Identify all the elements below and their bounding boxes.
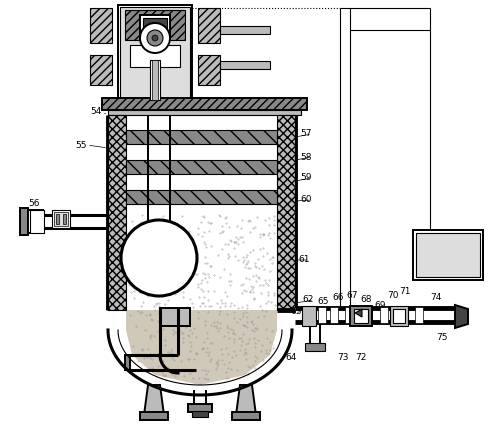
Bar — [305, 307, 313, 323]
Bar — [150, 60, 160, 100]
Circle shape — [140, 23, 170, 53]
Text: 65: 65 — [317, 298, 328, 306]
Text: 54: 54 — [90, 108, 101, 117]
Bar — [413, 230, 483, 280]
Bar — [56, 214, 59, 224]
Bar — [192, 411, 208, 417]
Bar — [393, 309, 405, 323]
Bar — [143, 18, 167, 36]
Bar — [350, 306, 372, 326]
Polygon shape — [455, 305, 468, 328]
Bar — [390, 306, 408, 326]
Bar — [302, 306, 316, 326]
Text: 63: 63 — [290, 306, 301, 315]
Bar — [220, 26, 270, 34]
Bar — [118, 5, 192, 100]
Bar — [52, 210, 70, 228]
Polygon shape — [126, 210, 277, 385]
Text: 61: 61 — [298, 255, 309, 264]
Bar — [415, 307, 423, 323]
Bar — [125, 10, 185, 40]
Bar — [54, 212, 68, 226]
Bar — [345, 307, 353, 323]
Bar — [152, 60, 158, 100]
Bar — [188, 404, 212, 412]
Text: 62: 62 — [302, 295, 313, 305]
Bar — [25, 210, 43, 233]
Text: 66: 66 — [332, 293, 343, 302]
Bar — [198, 55, 220, 85]
Text: 57: 57 — [300, 130, 311, 139]
Text: 68: 68 — [360, 295, 371, 305]
Circle shape — [147, 30, 163, 46]
Text: 60: 60 — [300, 196, 311, 204]
Bar — [400, 307, 408, 323]
Bar — [126, 160, 277, 174]
Bar — [125, 355, 130, 370]
Text: 59: 59 — [300, 174, 311, 182]
Text: 69: 69 — [374, 302, 386, 311]
Bar — [380, 307, 388, 323]
Text: 56: 56 — [28, 200, 39, 209]
Bar — [126, 115, 277, 310]
Bar — [160, 308, 190, 326]
Polygon shape — [355, 309, 362, 317]
Bar — [108, 110, 301, 115]
Text: 58: 58 — [300, 152, 311, 162]
Bar — [232, 412, 260, 420]
Bar — [126, 130, 277, 144]
Circle shape — [152, 35, 158, 41]
Bar — [305, 343, 325, 351]
Text: 70: 70 — [387, 290, 399, 299]
Bar — [63, 214, 66, 224]
Bar — [277, 115, 295, 310]
Bar — [295, 308, 460, 322]
Text: 72: 72 — [355, 353, 366, 362]
Bar — [90, 55, 112, 85]
Circle shape — [121, 220, 197, 296]
Bar — [318, 307, 326, 323]
Text: 75: 75 — [436, 334, 448, 343]
Bar — [102, 98, 307, 110]
Bar — [330, 307, 338, 323]
Bar — [140, 412, 168, 420]
Bar — [120, 7, 190, 98]
Bar — [354, 309, 368, 323]
Bar — [90, 8, 112, 43]
Polygon shape — [236, 385, 256, 415]
Bar — [220, 61, 270, 69]
Polygon shape — [144, 385, 164, 415]
Bar — [20, 208, 28, 235]
Bar — [416, 233, 480, 277]
Bar — [108, 115, 126, 310]
Text: 71: 71 — [399, 288, 411, 296]
Bar — [140, 15, 170, 40]
Text: 67: 67 — [346, 290, 357, 299]
Bar — [126, 190, 277, 204]
Bar — [360, 307, 368, 323]
Text: 73: 73 — [337, 353, 348, 362]
Bar — [30, 210, 44, 233]
Text: 64: 64 — [285, 353, 296, 362]
Text: 74: 74 — [430, 293, 442, 302]
Bar — [198, 8, 220, 43]
Bar — [130, 45, 180, 67]
Text: 55: 55 — [75, 140, 86, 149]
